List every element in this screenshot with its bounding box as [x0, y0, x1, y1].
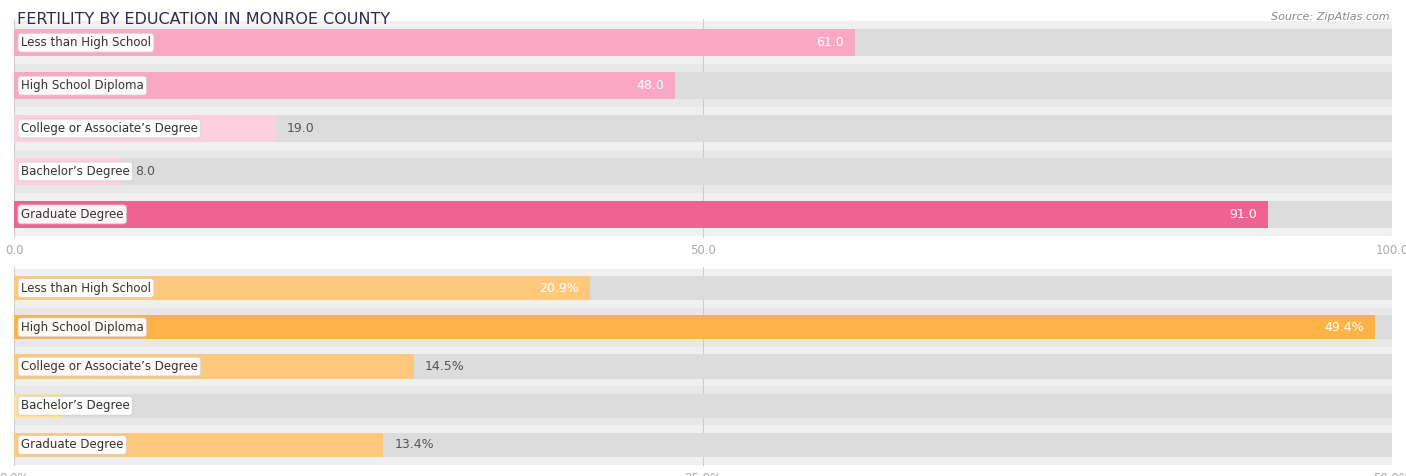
- Bar: [14, 268, 1392, 307]
- Text: High School Diploma: High School Diploma: [21, 79, 143, 92]
- Text: Graduate Degree: Graduate Degree: [21, 208, 124, 221]
- Text: College or Associate’s Degree: College or Associate’s Degree: [21, 122, 198, 135]
- Bar: [14, 276, 591, 300]
- Bar: [14, 386, 1392, 426]
- Bar: [14, 201, 1392, 228]
- Text: 19.0: 19.0: [287, 122, 315, 135]
- Text: Graduate Degree: Graduate Degree: [21, 438, 124, 451]
- Bar: [14, 201, 1268, 228]
- Text: 91.0: 91.0: [1229, 208, 1257, 221]
- Bar: [14, 193, 1392, 236]
- Bar: [14, 354, 413, 379]
- Bar: [14, 115, 276, 142]
- Text: Less than High School: Less than High School: [21, 282, 150, 295]
- Bar: [14, 354, 1392, 379]
- Bar: [14, 433, 1392, 457]
- Text: 48.0: 48.0: [637, 79, 665, 92]
- Bar: [14, 21, 1392, 64]
- Bar: [14, 307, 1392, 347]
- Text: 1.7%: 1.7%: [72, 399, 104, 412]
- Bar: [14, 276, 1392, 300]
- Bar: [14, 72, 1392, 99]
- Bar: [14, 426, 1392, 465]
- Text: Bachelor’s Degree: Bachelor’s Degree: [21, 165, 129, 178]
- Bar: [14, 30, 1392, 56]
- Bar: [14, 64, 1392, 107]
- Bar: [14, 315, 1392, 339]
- Bar: [14, 315, 1375, 339]
- Text: FERTILITY BY EDUCATION IN MONROE COUNTY: FERTILITY BY EDUCATION IN MONROE COUNTY: [17, 12, 389, 27]
- Text: Source: ZipAtlas.com: Source: ZipAtlas.com: [1271, 12, 1389, 22]
- Bar: [14, 347, 1392, 386]
- Text: 49.4%: 49.4%: [1324, 321, 1364, 334]
- Text: High School Diploma: High School Diploma: [21, 321, 143, 334]
- Text: 14.5%: 14.5%: [425, 360, 464, 373]
- Bar: [14, 150, 1392, 193]
- Bar: [14, 433, 384, 457]
- Bar: [14, 394, 1392, 418]
- Bar: [14, 158, 124, 185]
- Bar: [14, 72, 675, 99]
- Text: 61.0: 61.0: [815, 36, 844, 49]
- Bar: [14, 30, 855, 56]
- Bar: [14, 158, 1392, 185]
- Bar: [14, 107, 1392, 150]
- Text: College or Associate’s Degree: College or Associate’s Degree: [21, 360, 198, 373]
- Text: 8.0: 8.0: [135, 165, 155, 178]
- Text: 13.4%: 13.4%: [394, 438, 434, 451]
- Text: Bachelor’s Degree: Bachelor’s Degree: [21, 399, 129, 412]
- Bar: [14, 394, 60, 418]
- Text: 20.9%: 20.9%: [540, 282, 579, 295]
- Text: Less than High School: Less than High School: [21, 36, 150, 49]
- Bar: [14, 115, 1392, 142]
